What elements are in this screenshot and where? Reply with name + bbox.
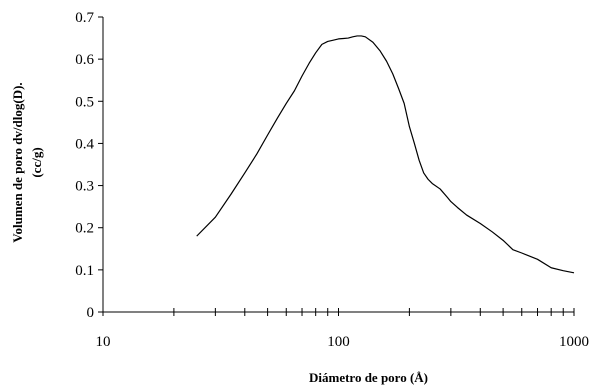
x-tick-label: 1000 [559,334,589,350]
y-ticks: 0 0.1 0.2 0.3 0.4 0.5 0.6 0.7 [75,10,103,321]
y-tick-label: 0.5 [75,94,94,110]
x-axis-title: Diámetro de poro (Å) [309,370,428,385]
y-tick-label: 0.1 [75,263,94,279]
axes [102,17,574,313]
y-tick-label: 0.6 [75,52,94,68]
series-group [196,35,575,274]
y-axis-title: Volumen de poro dv/dlog(D). [10,82,25,242]
series-line [196,35,575,274]
y-tick-label: 0.2 [75,221,94,237]
x-ticks: 10 100 1000 [96,308,589,350]
y-tick-label: 0.4 [75,136,94,152]
y-tick-label: 0.7 [75,10,94,26]
x-tick-label: 10 [96,334,111,350]
y-tick-label: 0.3 [75,179,94,195]
y-tick-label: 0 [87,305,95,321]
x-tick-label: 100 [327,334,350,350]
y-axis-unit: (cc/g) [29,147,44,177]
